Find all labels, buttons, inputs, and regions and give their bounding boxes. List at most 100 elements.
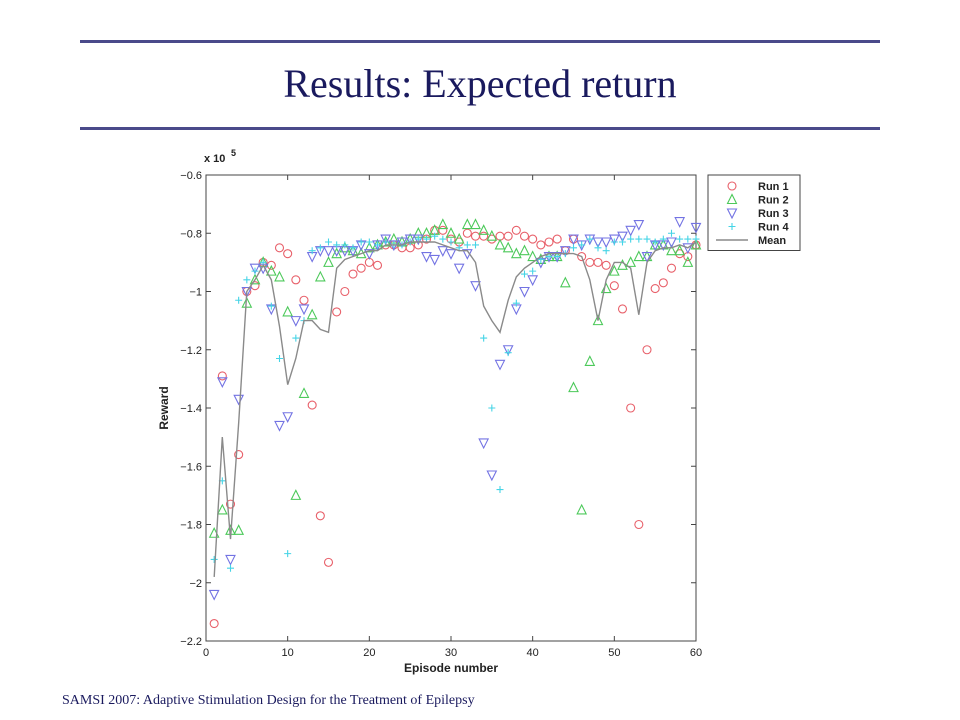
data-point-run-3 bbox=[608, 234, 620, 246]
data-point-run-2 bbox=[486, 229, 498, 241]
y-tick-label: −1 bbox=[189, 287, 202, 299]
data-point-run-2 bbox=[306, 308, 318, 320]
data-point-run-4 bbox=[210, 555, 218, 563]
data-point-run-1 bbox=[511, 225, 521, 235]
data-point-run-4 bbox=[578, 241, 586, 249]
data-point-run-4 bbox=[635, 235, 643, 243]
y-tick-label: −0.6 bbox=[180, 170, 202, 182]
legend-marker-swatch bbox=[726, 208, 738, 220]
data-point-run-4 bbox=[692, 235, 700, 243]
data-point-run-3 bbox=[298, 304, 310, 316]
data-point-run-3 bbox=[690, 222, 702, 234]
data-point-run-2 bbox=[502, 241, 514, 253]
data-point-run-4 bbox=[341, 241, 349, 249]
data-point-run-2 bbox=[363, 241, 375, 253]
x-tick-label: 60 bbox=[690, 647, 702, 659]
data-point-run-1 bbox=[617, 304, 628, 314]
data-point-run-2 bbox=[274, 270, 285, 282]
data-point-run-1 bbox=[634, 519, 644, 530]
data-point-run-3 bbox=[470, 281, 481, 292]
data-point-run-4 bbox=[251, 267, 259, 275]
data-point-run-2 bbox=[298, 387, 310, 398]
data-point-run-3 bbox=[527, 275, 539, 287]
data-point-run-4 bbox=[529, 267, 537, 275]
data-point-run-2 bbox=[674, 244, 686, 256]
data-point-run-1 bbox=[438, 225, 448, 235]
data-point-run-2 bbox=[633, 250, 645, 262]
data-point-run-4 bbox=[610, 238, 618, 246]
data-point-run-1 bbox=[372, 260, 383, 270]
data-point-run-4 bbox=[504, 349, 512, 357]
data-point-run-3 bbox=[633, 219, 645, 231]
y-tick-label: −1.6 bbox=[180, 461, 202, 473]
data-point-run-2 bbox=[584, 355, 596, 366]
data-point-run-3 bbox=[290, 316, 302, 327]
data-point-run-2 bbox=[445, 227, 457, 238]
data-point-run-4 bbox=[512, 299, 520, 307]
data-point-run-1 bbox=[234, 450, 244, 460]
y-tick-label: −1.8 bbox=[180, 520, 202, 532]
data-point-run-2 bbox=[592, 314, 604, 326]
data-point-run-4 bbox=[659, 235, 667, 243]
data-point-run-4 bbox=[643, 235, 651, 243]
data-point-run-3 bbox=[274, 420, 285, 432]
data-point-run-3 bbox=[625, 225, 637, 237]
y-tick-label: −1.2 bbox=[180, 345, 202, 357]
data-point-run-1 bbox=[307, 400, 317, 410]
data-point-run-2 bbox=[576, 503, 588, 515]
y-tick-label: −0.8 bbox=[180, 228, 202, 240]
data-point-run-1 bbox=[642, 345, 652, 355]
data-point-run-3 bbox=[241, 286, 253, 298]
y-axis-label: Reward bbox=[157, 386, 171, 429]
data-point-run-2 bbox=[216, 503, 228, 515]
slide-footer: SAMSI 2007: Adaptive Stimulation Design … bbox=[62, 693, 475, 708]
data-point-run-3 bbox=[519, 286, 530, 298]
data-point-run-4 bbox=[668, 229, 675, 237]
legend-entry-label: Run 4 bbox=[758, 222, 789, 234]
legend-marker-swatch bbox=[726, 193, 738, 205]
data-point-run-4 bbox=[480, 334, 488, 342]
data-point-run-2 bbox=[510, 247, 522, 259]
title-rule-bottom bbox=[80, 127, 880, 130]
data-point-run-4 bbox=[586, 235, 594, 243]
legend-box bbox=[707, 174, 801, 251]
scatter-chart: 0 10 20 30 40 50 60 −0.6 −0.8 −1 −1.2 −1.4 −1.6 −1.8 −… bbox=[157, 148, 801, 675]
data-point-run-1 bbox=[217, 371, 227, 381]
legend-entry-label: Run 2 bbox=[758, 195, 789, 207]
data-point-run-3 bbox=[437, 246, 449, 257]
data-point-run-4 bbox=[325, 238, 332, 246]
data-point-run-4 bbox=[627, 235, 635, 243]
data-point-run-1 bbox=[421, 234, 432, 244]
data-point-run-2 bbox=[527, 250, 539, 262]
data-point-run-2 bbox=[478, 224, 490, 235]
data-point-run-4 bbox=[292, 334, 300, 342]
data-point-run-3 bbox=[429, 254, 441, 266]
data-point-run-4 bbox=[431, 232, 439, 240]
data-point-run-4 bbox=[439, 235, 447, 243]
data-point-run-1 bbox=[283, 249, 293, 259]
data-point-run-3 bbox=[478, 438, 490, 450]
data-point-run-4 bbox=[276, 354, 283, 362]
data-point-run-3 bbox=[617, 231, 628, 243]
x-tick-label: 20 bbox=[363, 647, 375, 659]
title-rule-top bbox=[80, 40, 880, 43]
data-point-run-1 bbox=[601, 260, 611, 270]
data-point-run-2 bbox=[559, 276, 571, 288]
data-point-run-3 bbox=[682, 243, 694, 255]
data-point-run-1 bbox=[274, 243, 285, 253]
data-point-run-4 bbox=[243, 276, 251, 284]
data-point-run-2 bbox=[249, 273, 261, 285]
data-point-run-1 bbox=[536, 240, 546, 250]
data-point-run-4 bbox=[333, 241, 341, 249]
data-point-run-4 bbox=[365, 238, 373, 246]
data-point-run-4 bbox=[374, 241, 381, 249]
data-point-run-3 bbox=[380, 234, 392, 246]
data-point-run-3 bbox=[486, 470, 498, 482]
data-point-run-1 bbox=[315, 511, 325, 521]
data-point-run-1 bbox=[299, 295, 309, 305]
data-point-run-4 bbox=[284, 550, 292, 558]
x-tick-label: 10 bbox=[282, 647, 294, 659]
data-point-run-2 bbox=[453, 232, 465, 244]
data-point-run-2 bbox=[519, 244, 530, 256]
